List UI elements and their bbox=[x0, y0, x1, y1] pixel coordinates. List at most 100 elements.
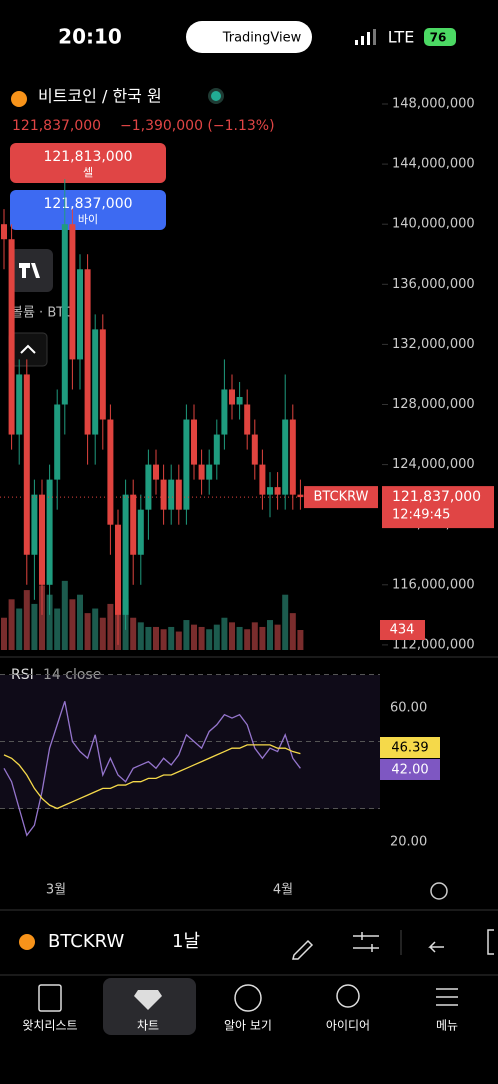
volume-bar bbox=[168, 626, 175, 650]
candle-body bbox=[221, 389, 228, 435]
candle-body bbox=[145, 464, 152, 510]
volume-bar bbox=[84, 613, 91, 650]
nav-icon[interactable] bbox=[336, 984, 360, 1008]
settings-sliders[interactable] bbox=[353, 932, 379, 952]
candle-body bbox=[130, 494, 137, 555]
volume-bar bbox=[107, 603, 114, 650]
y-tick-label: 144,000,000 bbox=[392, 157, 475, 172]
candle-body bbox=[39, 494, 45, 585]
rsi-tick-label: 60.00 bbox=[390, 701, 427, 716]
y-tick-label: 136,000,000 bbox=[392, 277, 475, 292]
nav-label[interactable]: 왓치리스트 bbox=[22, 1019, 77, 1033]
candle-body bbox=[282, 419, 289, 495]
status-dot bbox=[211, 91, 221, 101]
y-tick-label: 148,000,000 bbox=[392, 97, 475, 112]
candle-body bbox=[206, 464, 213, 480]
volume-bar bbox=[191, 624, 197, 650]
price-tag bbox=[382, 486, 494, 529]
candle-body bbox=[198, 464, 205, 480]
buy-label: 바이 bbox=[78, 213, 98, 226]
tag-symbol: BTCKRW bbox=[313, 490, 368, 505]
coin-icon bbox=[19, 934, 35, 950]
volume-bar bbox=[183, 620, 190, 650]
candle-body bbox=[1, 224, 7, 240]
chevron bbox=[20, 344, 36, 354]
volume-bar bbox=[282, 594, 289, 650]
rsi-tag bbox=[380, 759, 440, 780]
rsi-tag-label: 42.00 bbox=[391, 763, 428, 778]
symbol-name: 비트코인 / 한국 원 bbox=[38, 87, 162, 106]
volume-bar bbox=[274, 624, 281, 650]
candle-body bbox=[244, 404, 251, 435]
y-tick-label: 140,000,000 bbox=[392, 217, 475, 232]
candle-body bbox=[92, 329, 99, 435]
nav-icon[interactable] bbox=[134, 990, 162, 1010]
candle-body bbox=[191, 419, 197, 465]
volume-bar bbox=[61, 580, 68, 650]
volume-bar bbox=[16, 608, 23, 650]
toolbar-interval[interactable]: 1날 bbox=[172, 931, 200, 952]
last-price: 121,837,000 bbox=[12, 118, 101, 134]
nav-icon[interactable] bbox=[38, 984, 62, 1012]
sell-price: 121,813,000 bbox=[43, 149, 132, 165]
volume-bar bbox=[251, 622, 258, 650]
settings-icon[interactable] bbox=[430, 882, 448, 900]
collapse-button[interactable] bbox=[8, 332, 48, 367]
x-label: 3월 bbox=[46, 883, 66, 898]
signal bbox=[361, 36, 364, 45]
volume-bar bbox=[198, 626, 205, 650]
price-change: −1,390,000 (−1.13%) bbox=[120, 118, 275, 134]
nav-icon[interactable] bbox=[436, 988, 458, 1006]
fullscreen-icon[interactable] bbox=[487, 929, 494, 955]
draw-icon[interactable] bbox=[292, 939, 314, 960]
buy-button[interactable] bbox=[10, 190, 166, 230]
volume-bar bbox=[206, 629, 213, 650]
battery bbox=[424, 28, 456, 46]
coin-icon bbox=[11, 91, 27, 107]
nav-icon[interactable] bbox=[234, 984, 262, 1012]
volume-bar bbox=[39, 585, 45, 650]
volume-bar bbox=[46, 594, 53, 650]
volume-bar bbox=[175, 631, 182, 650]
volume-bar bbox=[130, 617, 137, 650]
sell-label: 셀 bbox=[83, 166, 93, 179]
volume-legend: 볼륨 · BTC bbox=[11, 306, 73, 321]
rsi-ma-line bbox=[3, 744, 301, 810]
toolbar-symbol: BTCKRW bbox=[48, 931, 124, 952]
candle-body bbox=[153, 464, 159, 480]
rsi-tick-label: 20.00 bbox=[390, 835, 427, 850]
candle-body bbox=[259, 464, 266, 495]
volume-bar bbox=[69, 599, 76, 650]
volume-bar bbox=[229, 622, 235, 650]
volume-bar bbox=[77, 594, 83, 650]
undo-icon[interactable] bbox=[428, 941, 444, 953]
volume-bar bbox=[221, 617, 228, 650]
time: 20:10 bbox=[58, 25, 122, 49]
signal bbox=[355, 40, 358, 45]
candle-body bbox=[54, 404, 61, 480]
nav-label[interactable]: 알아 보기 bbox=[224, 1019, 272, 1033]
candle-body bbox=[251, 434, 258, 465]
volume-bar bbox=[236, 626, 243, 650]
buy-price: 121,837,000 bbox=[43, 196, 132, 212]
candle-body bbox=[137, 509, 144, 555]
nav-label[interactable]: 차트 bbox=[137, 1019, 159, 1033]
sell-button[interactable] bbox=[10, 143, 166, 183]
candle-body bbox=[8, 239, 15, 435]
volume-bar bbox=[137, 622, 144, 650]
volume-bar bbox=[259, 626, 266, 650]
nav-label[interactable]: 메뉴 bbox=[436, 1019, 458, 1033]
battery-level: 76 bbox=[430, 31, 447, 45]
nav-label[interactable]: 아이디어 bbox=[326, 1019, 370, 1033]
volume-bar bbox=[160, 629, 167, 650]
y-tick-label: 132,000,000 bbox=[392, 337, 475, 352]
volume-bar bbox=[267, 620, 273, 650]
logo-button[interactable] bbox=[10, 249, 53, 292]
candle-body bbox=[61, 224, 68, 405]
candle-body bbox=[289, 419, 296, 495]
candle-body bbox=[267, 487, 273, 495]
candle-body bbox=[31, 494, 38, 555]
volume-bar bbox=[244, 629, 251, 650]
